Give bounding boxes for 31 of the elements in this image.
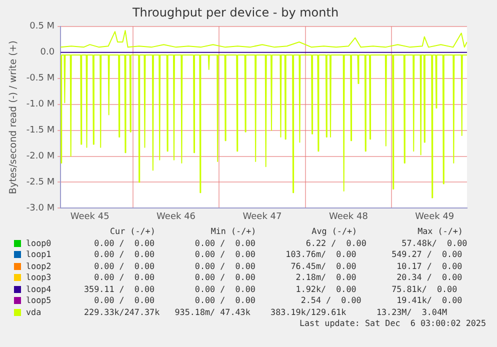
y-axis-title: Bytes/second read (-) / write (+): [8, 40, 20, 194]
x-tick-label: Week 47: [242, 212, 282, 222]
legend-label: loop2: [26, 260, 52, 270]
x-tick-label: Week 46: [156, 212, 196, 222]
x-tick-label: Week 45: [70, 212, 110, 222]
legend-label: loop3: [26, 272, 52, 282]
text: Cur (-/+) Min (-/+) Avg (-/+) Max (-/+): [110, 226, 463, 236]
legend-label: loop4: [26, 284, 52, 294]
text: Last update: Sat Dec 6 03:00:02 2025: [299, 318, 486, 328]
y-tick-label: -2.5 M: [26, 178, 55, 188]
y-tick-label: -3.0 M: [26, 204, 55, 214]
text: 0.00 / 0.00 0.00 / 0.00 76.45m/ 0.00 10.17 / 0.00: [93, 260, 462, 270]
y-tick-label: -1.0 M: [26, 100, 55, 110]
legend-label: loop0: [26, 238, 52, 248]
y-tick-label: 0.0: [40, 48, 55, 58]
text: 229.33k/247.37k 935.18m/ 47.43k 383.19k/129.61k 13.23M/ 3.04M: [84, 306, 448, 316]
y-tick-label: -2.0 M: [26, 152, 55, 162]
text: 0.00 / 0.00 0.00 / 0.00 2.54 / 0.00 19.41k/ 0.00: [93, 295, 462, 305]
x-tick-label: Week 49: [415, 212, 454, 222]
chart-title: Throughput per device - by month: [131, 5, 339, 20]
legend-label: loop5: [26, 295, 52, 305]
text: 0.00 / 0.00 0.00 / 0.00 2.18m/ 0.00 20.34 / 0.00: [93, 272, 462, 282]
y-tick-label: -1.5 M: [26, 126, 55, 136]
text: 0.00 / 0.00 0.00 / 0.00 103.76m/ 0.00 549.27 / 0.00: [93, 249, 462, 259]
x-tick-label: Week 48: [328, 212, 368, 222]
legend-label: vda: [26, 306, 42, 316]
text: 0.00 / 0.00 0.00 / 0.00 6.22 / 0.00 57.48k/ 0.00: [93, 238, 468, 248]
y-tick-label: -0.5 M: [26, 74, 55, 84]
text: 359.11 / 0.00 0.00 / 0.00 1.92k/ 0.00 75.81k/ 0.00: [84, 284, 458, 294]
y-tick-label: 0.5 M: [30, 22, 55, 32]
legend-label: loop1: [26, 249, 52, 259]
